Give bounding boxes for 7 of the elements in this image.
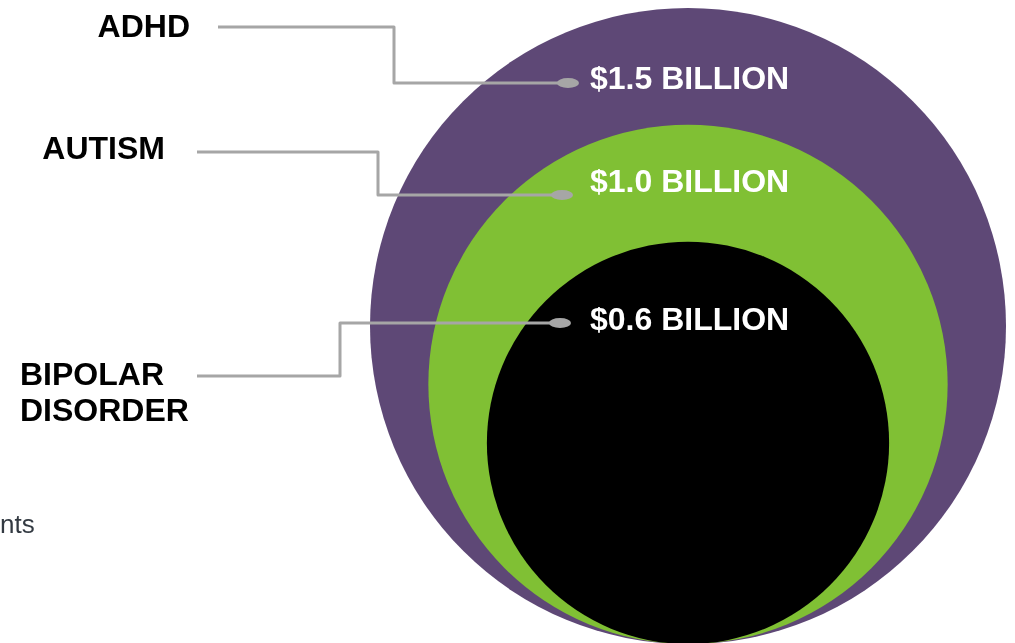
category-label: ADHD (97, 7, 190, 44)
data-label: $1.0 BILLION (590, 162, 790, 199)
category-label: AUTISM (42, 129, 165, 166)
text: nts (0, 509, 35, 540)
data-label: $1.5 BILLION (590, 59, 790, 96)
data-label: $0.6 BILLION (590, 300, 790, 337)
category-label: BIPOLAR DISORDER (20, 355, 189, 428)
